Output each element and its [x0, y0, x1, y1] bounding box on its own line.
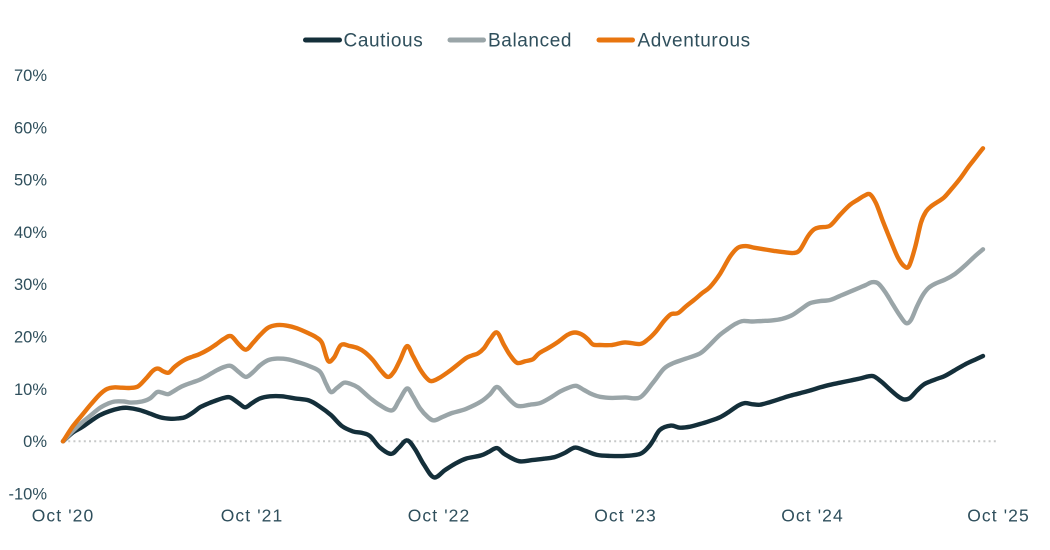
svg-text:Oct '22: Oct '22 [408, 506, 471, 526]
svg-text:60%: 60% [14, 119, 47, 137]
svg-text:Oct '23: Oct '23 [594, 506, 657, 526]
svg-text:30%: 30% [14, 276, 47, 294]
svg-text:Adventurous: Adventurous [638, 31, 751, 52]
svg-text:20%: 20% [14, 329, 47, 347]
svg-text:Oct '21: Oct '21 [221, 506, 284, 526]
svg-text:40%: 40% [14, 224, 47, 242]
svg-text:10%: 10% [14, 381, 47, 399]
svg-text:50%: 50% [14, 172, 47, 190]
svg-text:0%: 0% [23, 433, 47, 451]
svg-text:Balanced: Balanced [488, 31, 572, 52]
svg-text:Oct '20: Oct '20 [32, 506, 95, 526]
svg-text:Oct '25: Oct '25 [967, 506, 1030, 526]
svg-text:-10%: -10% [8, 486, 47, 504]
svg-text:Cautious: Cautious [344, 31, 424, 52]
svg-text:70%: 70% [14, 67, 47, 85]
svg-text:Oct '24: Oct '24 [781, 506, 844, 526]
